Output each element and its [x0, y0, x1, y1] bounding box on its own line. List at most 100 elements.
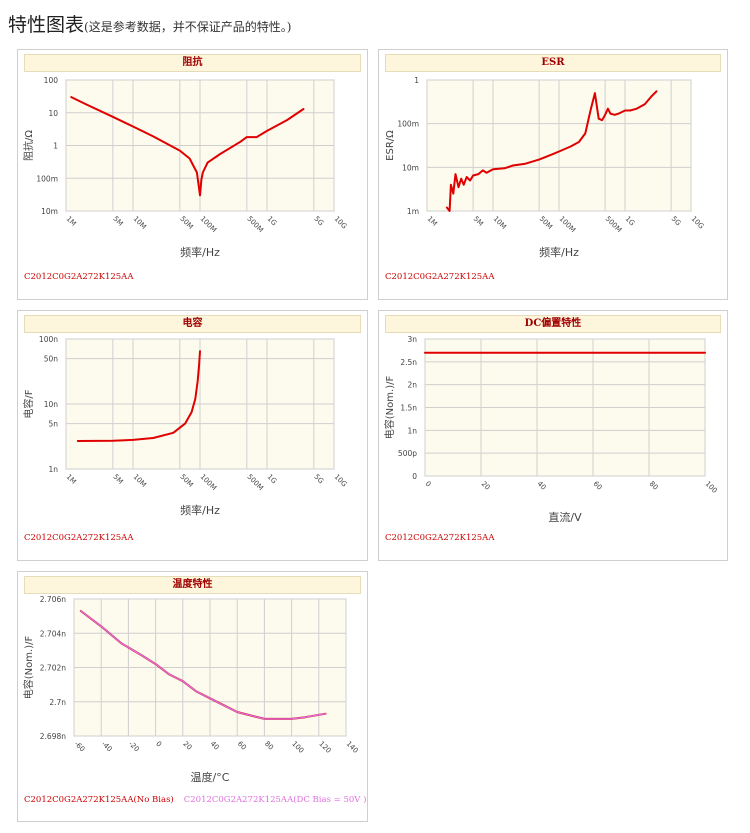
- x-tick-label: 10G: [690, 215, 706, 231]
- y-tick-label: 100n: [39, 335, 58, 344]
- y-tick-label: 1n: [48, 465, 58, 474]
- y-tick-label: 2.704n: [40, 629, 66, 638]
- x-tick-label: 0: [154, 740, 163, 749]
- legend-series-0: C2012C0G2A272K125AA: [385, 272, 495, 282]
- x-tick-label: 1M: [65, 215, 78, 228]
- esr-panel: ESR 1M 5M 10M 50M 100M 500M 1G 5G 10G 1m 10m 100m 1 频…: [378, 49, 728, 300]
- panel-title: DC偏置特性: [385, 315, 721, 333]
- x-tick-label: 100: [704, 480, 719, 495]
- x-tick-label: 5M: [111, 215, 124, 228]
- panel-footer: C2012C0G2A272K125AA: [24, 272, 133, 282]
- legend-series-0: C2012C0G2A272K125AA: [24, 533, 134, 543]
- x-tick-label: -40: [100, 740, 114, 754]
- panel-title: 电容: [24, 315, 361, 333]
- series-line-0: [76, 350, 201, 442]
- x-axis-label: 直流/V: [548, 510, 582, 524]
- y-tick-label: 2.5n: [400, 358, 417, 367]
- x-tick-label: 100M: [199, 215, 218, 234]
- legend-series-0: C2012C0G2A272K125AA: [385, 533, 495, 543]
- x-tick-label: 50M: [178, 473, 194, 489]
- y-tick-label: 2.706n: [40, 595, 66, 604]
- x-tick-label: 1G: [624, 215, 637, 228]
- page-title: 特性图表(这是参考数据，并不保证产品的特性。): [8, 10, 291, 37]
- temperature-chart: -60 -40 -20 0 20 40 60 80 100 120 140 2.698n 2.7n 2.7…: [22, 595, 360, 784]
- panel-footer: C2012C0G2A272K125AA(No Bias) C2012C0G2A27…: [24, 795, 366, 805]
- panel-footer: C2012C0G2A272K125AA: [385, 272, 494, 282]
- panel-footer: C2012C0G2A272K125AA: [24, 533, 133, 543]
- legend-series-1: C2012C0G2A272K125AA(DC Bias = 50V ): [183, 795, 367, 805]
- series-line-1: [80, 610, 327, 720]
- y-tick-label: 2n: [407, 381, 417, 390]
- y-axis-label: 电容(Nom.)/F: [383, 376, 396, 440]
- panel-title: 温度特性: [24, 576, 361, 594]
- panel-title: ESR: [385, 54, 721, 72]
- x-axis-label: 频率/Hz: [180, 245, 220, 259]
- x-tick-label: 5M: [111, 473, 124, 486]
- x-tick-label: 500M: [245, 473, 264, 492]
- y-tick-label: 0: [412, 472, 417, 481]
- x-tick-label: 10M: [132, 215, 148, 231]
- x-tick-label: -60: [73, 740, 87, 754]
- x-tick-label: 10G: [333, 215, 349, 231]
- x-tick-label: 10M: [132, 473, 148, 489]
- y-tick-label: 500p: [398, 449, 417, 458]
- y-tick-label: 100: [44, 76, 59, 85]
- y-tick-label: 1: [414, 76, 419, 85]
- x-axis-label: 频率/Hz: [539, 245, 579, 259]
- y-tick-label: 3n: [407, 335, 417, 344]
- legend-series-0: C2012C0G2A272K125AA(No Bias): [24, 795, 174, 805]
- y-tick-label: 10m: [402, 163, 419, 172]
- x-tick-label: 1G: [266, 215, 279, 228]
- panel-footer: C2012C0G2A272K125AA: [385, 533, 494, 543]
- page-title-text: 特性图表: [8, 14, 85, 36]
- x-tick-label: 20: [181, 740, 193, 752]
- x-tick-label: 10M: [492, 215, 508, 231]
- y-tick-label: 1n: [407, 426, 417, 435]
- x-tick-label: 80: [648, 480, 660, 492]
- x-tick-label: 40: [536, 480, 548, 492]
- x-tick-label: 40: [209, 740, 221, 752]
- panel-title: 阻抗: [24, 54, 361, 72]
- y-tick-label: 100m: [397, 120, 419, 129]
- y-axis-label: 阻抗/Ω: [22, 130, 35, 161]
- x-tick-label: 100M: [199, 473, 218, 492]
- temperature-panel: 温度特性 -60 -40 -20 0 20 40 60 80 100 120 140 2.698n 2.…: [17, 571, 368, 822]
- dc-bias-chart: 0 20 40 60 80 100 0 500p 1n 1.5n 2n 2.5n 3n 直流/V 电容(No…: [383, 335, 719, 524]
- x-axis-label: 频率/Hz: [180, 503, 220, 517]
- y-tick-label: 5n: [48, 420, 58, 429]
- x-tick-label: 5M: [472, 215, 485, 228]
- x-tick-label: 50M: [178, 215, 194, 231]
- y-axis-label: ESR/Ω: [385, 130, 396, 161]
- x-tick-label: 5G: [670, 215, 683, 228]
- x-tick-label: 0: [424, 480, 433, 489]
- x-tick-label: 140: [345, 740, 360, 755]
- x-tick-label: -20: [127, 740, 141, 754]
- y-tick-label: 2.702n: [40, 664, 66, 673]
- dc-bias-panel: DC偏置特性 0 20 40 60 80 100 0 500p 1n 1.5n 2n 2.5n 3n 直流…: [378, 310, 728, 561]
- capacitance-chart: 1M 5M 10M 50M 100M 500M 1G 5G 10G 1n 5n 10n 50n 100n 频…: [22, 335, 348, 517]
- impedance-panel: 阻抗 1M 5M 10M 50M 100M 500M 1G 5G 10G 10m 100m 1 10 10…: [17, 49, 368, 300]
- series-line-0: [445, 90, 658, 212]
- x-tick-label: 1G: [266, 473, 279, 486]
- x-tick-label: 60: [592, 480, 604, 492]
- series-line-0: [70, 96, 305, 197]
- y-tick-label: 10m: [41, 207, 58, 216]
- y-axis-label: 电容/F: [22, 389, 35, 418]
- esr-chart: 1M 5M 10M 50M 100M 500M 1G 5G 10G 1m 10m 100m 1 频率/Hz…: [385, 76, 706, 259]
- legend-series-0: C2012C0G2A272K125AA: [24, 272, 134, 282]
- x-tick-label: 5G: [312, 215, 325, 228]
- x-tick-label: 120: [317, 740, 332, 755]
- x-tick-label: 1M: [65, 473, 78, 486]
- x-tick-label: 20: [480, 480, 492, 492]
- x-axis-label: 温度/°C: [191, 770, 230, 784]
- x-tick-label: 100M: [558, 215, 577, 234]
- x-tick-label: 60: [236, 740, 248, 752]
- y-tick-label: 1m: [407, 207, 419, 216]
- y-tick-label: 50n: [44, 355, 59, 364]
- y-tick-label: 2.7n: [49, 698, 66, 707]
- x-tick-label: 1M: [426, 215, 439, 228]
- y-tick-label: 2.698n: [40, 732, 66, 741]
- y-tick-label: 1.5n: [400, 404, 417, 413]
- impedance-chart: 1M 5M 10M 50M 100M 500M 1G 5G 10G 10m 100m 1 10 100 频率…: [22, 76, 349, 259]
- y-tick-label: 10n: [44, 400, 59, 409]
